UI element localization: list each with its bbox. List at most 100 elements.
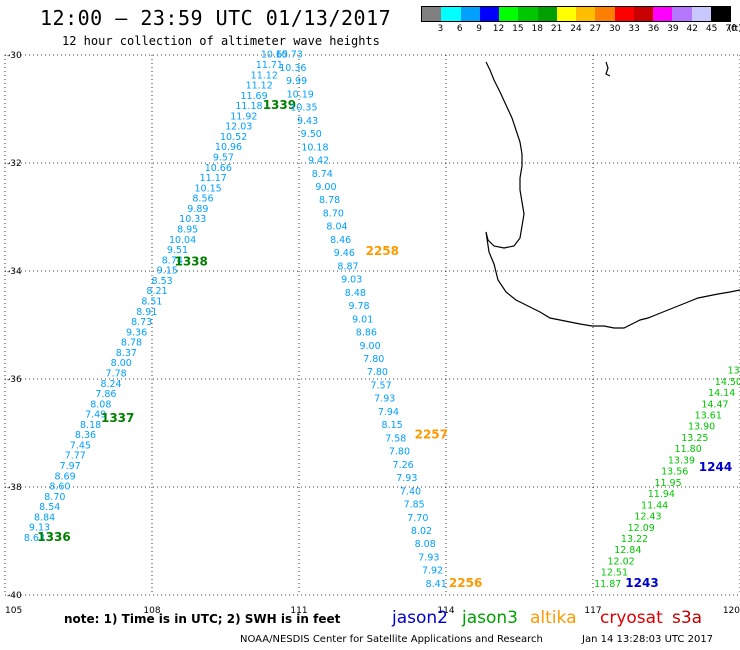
lat-tick-label: -40 <box>7 591 22 601</box>
pass-time-label: 1338 <box>174 255 207 269</box>
wave-height-label: 10.52 <box>220 132 247 143</box>
wave-height-label: 9.13 <box>29 523 50 534</box>
wave-height-label: 8.63 <box>24 533 45 544</box>
wave-height-label: 8.41 <box>426 579 447 590</box>
wave-height-label: 13.61 <box>695 411 722 422</box>
legend-label: 39 <box>667 24 679 34</box>
satellite-legend-item: altika <box>530 608 577 628</box>
wave-height-label: 7.86 <box>95 389 116 400</box>
wave-height-label: 11.80 <box>675 444 702 455</box>
lat-tick-label: -34 <box>7 267 22 277</box>
wave-height-label: 11.94 <box>648 489 675 500</box>
island-coast <box>605 61 611 77</box>
wave-height-label: 8.15 <box>382 420 403 431</box>
wave-height-label: 9.42 <box>308 156 329 167</box>
wave-height-label: 8.08 <box>415 539 436 550</box>
wave-height-label: 7.40 <box>400 486 421 497</box>
lon-tick-label: 111 <box>290 606 307 616</box>
wave-height-label: 12.84 <box>614 545 641 556</box>
lon-tick-label: 117 <box>584 606 601 616</box>
wave-height-label: 12.51 <box>601 568 628 579</box>
wave-height-label: 11.87 <box>594 579 621 590</box>
lat-tick-label: -38 <box>7 483 22 493</box>
wave-height-label: 10.65 <box>261 50 288 61</box>
legend-swatch <box>614 7 634 21</box>
wave-height-label: 8.56 <box>192 194 213 205</box>
wave-height-label: 9.50 <box>301 129 322 140</box>
satellite-legend-item: jason3 <box>462 608 518 628</box>
legend-swatch <box>556 7 576 21</box>
legend-label: 21 <box>550 24 563 34</box>
wave-height-label: 8.70 <box>323 208 344 219</box>
wave-height-label: 8.18 <box>80 420 101 431</box>
wave-height-label: 10.18 <box>301 142 328 153</box>
australia-coastline <box>485 61 740 329</box>
wave-height-label: 8.37 <box>116 348 137 359</box>
wave-height-label: 7.85 <box>404 500 425 511</box>
wave-height-label: 10.35 <box>290 103 317 114</box>
wave-height-label: 9.15 <box>157 266 178 277</box>
satellite-legend-item: cryosat <box>600 608 663 628</box>
wave-height-label: 7.93 <box>418 552 439 563</box>
wave-height-label: 8.02 <box>411 526 432 537</box>
wave-height-label: 8.54 <box>39 502 60 513</box>
legend-swatch <box>710 7 730 21</box>
legend-swatch <box>441 7 461 21</box>
legend-label: 33 <box>628 24 640 34</box>
wave-height-label: 8.04 <box>326 222 347 233</box>
legend-swatch <box>576 7 596 21</box>
wave-height-label: 9.46 <box>334 248 355 259</box>
lon-tick-label: 114 <box>437 606 454 616</box>
satellite-legend-item: jason2 <box>392 608 448 628</box>
wave-height-label: 7.45 <box>70 440 91 451</box>
wave-height-label: 7.49 <box>85 410 106 421</box>
legend-label: 9 <box>476 24 482 34</box>
wave-height-label: 11.12 <box>251 70 278 81</box>
wave-height-label: 9.99 <box>286 76 307 87</box>
wave-height-label: 7.80 <box>367 367 388 378</box>
wave-height-label: 7.78 <box>106 368 127 379</box>
wave-height-label: 8.69 <box>54 471 75 482</box>
legend-label: 6 <box>456 24 463 34</box>
legend-label: 12 <box>492 24 505 34</box>
legend-swatch <box>691 7 711 21</box>
pass-time-label: 1336 <box>37 530 70 544</box>
pass-time-label: 1244 <box>699 460 732 474</box>
wave-height-label: 7.58 <box>385 433 406 444</box>
wave-height-label: 9.03 <box>341 275 362 286</box>
pass-time-label: 1243 <box>625 576 658 590</box>
legend-label: 30 <box>609 24 621 34</box>
wave-height-label: 11.44 <box>641 500 668 511</box>
wave-height-label: 8.21 <box>146 286 167 297</box>
lon-tick-label: 108 <box>143 606 160 616</box>
wave-height-label: 8.08 <box>90 399 111 410</box>
wave-height-label: 7.80 <box>389 447 410 458</box>
credit-text: NOAA/NESDIS Center for Satellite Applica… <box>240 634 543 645</box>
legend-label: 42 <box>686 24 698 34</box>
wave-height-label: 11.95 <box>654 478 681 489</box>
wave-height-label: 8.86 <box>356 328 377 339</box>
wave-height-label: 11.12 <box>246 81 273 92</box>
wave-height-label: 8.74 <box>162 255 183 266</box>
wave-height-label: 9.78 <box>348 301 369 312</box>
wave-height-label: 13.25 <box>681 433 708 444</box>
wave-height-label: 8.53 <box>152 276 173 287</box>
wave-height-label: 12.09 <box>628 523 655 534</box>
lat-tick-label: -36 <box>7 375 22 385</box>
wave-height-label: 9.00 <box>359 341 380 352</box>
wave-height-label: 8.46 <box>330 235 351 246</box>
wave-height-label: 10.19 <box>287 89 314 100</box>
wave-height-label: 13.56 <box>661 467 688 478</box>
page-subtitle: 12 hour collection of altimeter wave hei… <box>62 34 380 48</box>
wave-height-label: 10.36 <box>279 63 306 74</box>
wave-height-label: 7.93 <box>396 473 417 484</box>
legend-swatch <box>460 7 480 21</box>
wave-height-label: 9.89 <box>187 204 208 215</box>
pass-time-label: 1337 <box>101 411 134 425</box>
wave-height-label: 8.70 <box>44 492 65 503</box>
wave-height-label: 10.04 <box>169 235 196 246</box>
legend-label: 36 <box>647 24 660 34</box>
legend-swatch <box>479 7 499 21</box>
